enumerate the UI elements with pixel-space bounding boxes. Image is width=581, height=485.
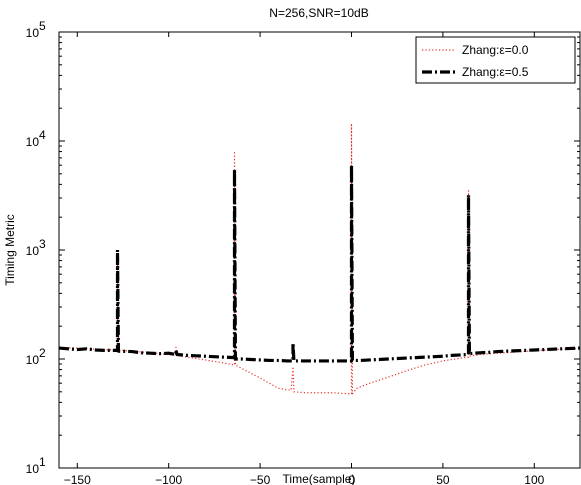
y-tick-exponent: 3 — [39, 237, 46, 251]
legend-label-1: Zhang:ε=0.0 — [462, 43, 529, 57]
y-tick-base: 10 — [26, 26, 40, 40]
x-tick-label: −100 — [155, 473, 182, 485]
series-line-2 — [59, 163, 580, 363]
chart-title: N=256,SNR=10dB — [269, 6, 368, 20]
y-tick-label: 10 — [26, 244, 40, 258]
y-tick-label: 10 — [26, 462, 40, 476]
x-tick-label: 0 — [348, 473, 355, 485]
x-tick-label: −50 — [250, 473, 271, 485]
y-tick-base: 10 — [26, 135, 40, 149]
legend: Zhang:ε=0.0 Zhang:ε=0.5 — [415, 36, 576, 84]
series-layer — [59, 122, 580, 395]
y-tick-exponent: 4 — [39, 128, 46, 142]
x-tick-label: 50 — [436, 473, 450, 485]
legend-label-2: Zhang:ε=0.5 — [462, 65, 529, 79]
y-tick-exponent: 5 — [39, 19, 46, 33]
y-tick-label: 10 — [26, 353, 40, 367]
y-tick-exponent: 1 — [39, 455, 46, 469]
y-axis-label: Timing Metric — [3, 214, 17, 286]
x-axis-label: Time(sample) — [283, 472, 356, 485]
y-tick-base: 10 — [26, 462, 40, 476]
y-tick-exponent: 2 — [39, 346, 46, 360]
x-tick-label: 100 — [524, 473, 544, 485]
y-tick-label: 10 — [26, 26, 40, 40]
y-tick-base: 10 — [26, 353, 40, 367]
y-tick-base: 10 — [26, 244, 40, 258]
series-line-1 — [59, 122, 580, 395]
y-tick-label: 10 — [26, 135, 40, 149]
legend-box — [415, 36, 576, 84]
x-axis: −150 −100 −50 0 50 100 — [64, 32, 545, 485]
x-tick-label: −150 — [64, 473, 91, 485]
